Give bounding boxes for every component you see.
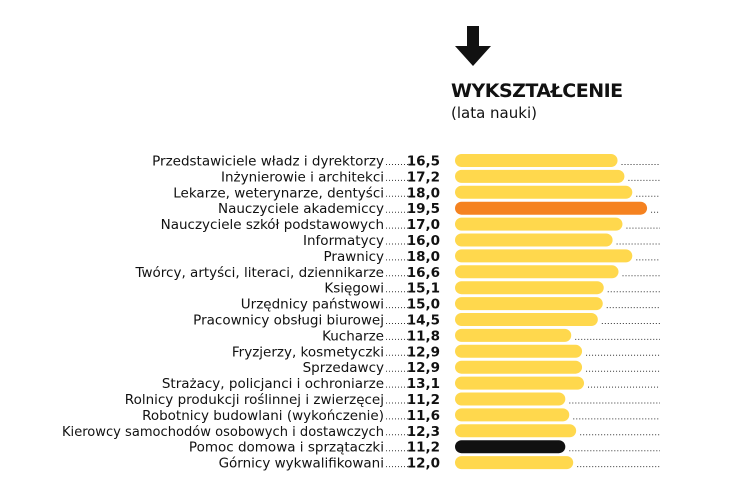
value-label: 17,0 [407,217,440,233]
category-label: Robotnicy budowlani (wykończenie) [142,408,384,424]
value-label: 17,2 [407,169,440,185]
value-label: 18,0 [407,249,440,265]
bar [455,456,574,470]
category-label: Lekarze, weterynarze, dentyści [173,185,384,201]
bar [455,217,623,231]
value-label: 15,1 [407,281,440,297]
bar [455,408,570,422]
category-label: Kierowcy samochodów osobowych i dostawcz… [62,424,384,440]
value-label: 11,6 [407,408,440,424]
value-label: 19,5 [407,201,440,217]
bar [455,281,604,295]
category-label: Sprzedawcy [303,360,384,376]
value-label: 16,0 [407,233,440,249]
bar [455,360,583,374]
category-label: Prawnicy [324,249,385,265]
chart-subtitle: (lata nauki) [451,104,537,122]
category-label: Pracownicy obsługi biurowej [193,313,384,329]
value-label: 11,2 [407,392,440,408]
category-label: Informatycy [303,233,384,249]
value-label: 15,0 [407,297,440,313]
bar [455,297,603,311]
category-label: Górnicy wykwalifikowani [219,456,384,472]
bar [455,424,577,438]
bar [455,249,633,263]
bar [455,392,566,406]
value-label: 12,3 [407,424,440,440]
bar [455,440,566,454]
bar [455,185,633,199]
category-label: Inżynierowie i architekci [221,169,384,185]
category-label: Przedstawiciele władz i dyrektorzy [152,154,384,170]
value-label: 12,9 [407,360,440,376]
value-label: 11,2 [407,440,440,456]
category-label: Księgowi [324,281,384,297]
value-label: 14,5 [407,313,440,329]
value-label: 16,5 [407,154,440,170]
value-label: 16,6 [407,265,440,281]
category-label: Twórcy, artyści, literaci, dziennikarze [134,265,384,281]
value-label: 18,0 [407,185,440,201]
category-label: Rolnicy produkcji roślinnej i zwierzęcej [125,392,384,408]
bar [455,376,585,390]
category-label: Pomoc domowa i sprzątaczki [189,440,384,456]
bar [455,154,618,167]
bar [455,313,598,326]
chart-title: WYKSZTAŁCENIE [451,80,623,102]
category-label: Urzędnicy państwowi [241,297,384,313]
bar [455,344,583,358]
bar [455,265,619,279]
bar [455,233,613,247]
category-label: Fryzjerzy, kosmetyczki [232,344,384,360]
value-label: 12,0 [407,456,440,472]
category-label: Kucharze [322,328,384,344]
bar [455,201,648,215]
value-label: 13,1 [407,376,440,392]
arrow-down-icon [455,26,491,66]
value-label: 11,8 [407,328,440,344]
value-label: 12,9 [407,344,440,360]
bar [455,328,572,342]
category-label: Strażacy, policjanci i ochroniarze [162,376,384,392]
category-label: Nauczyciele szkół podstawowych [161,217,384,233]
category-label: Nauczyciele akademiccy [218,201,384,217]
bar [455,169,625,183]
